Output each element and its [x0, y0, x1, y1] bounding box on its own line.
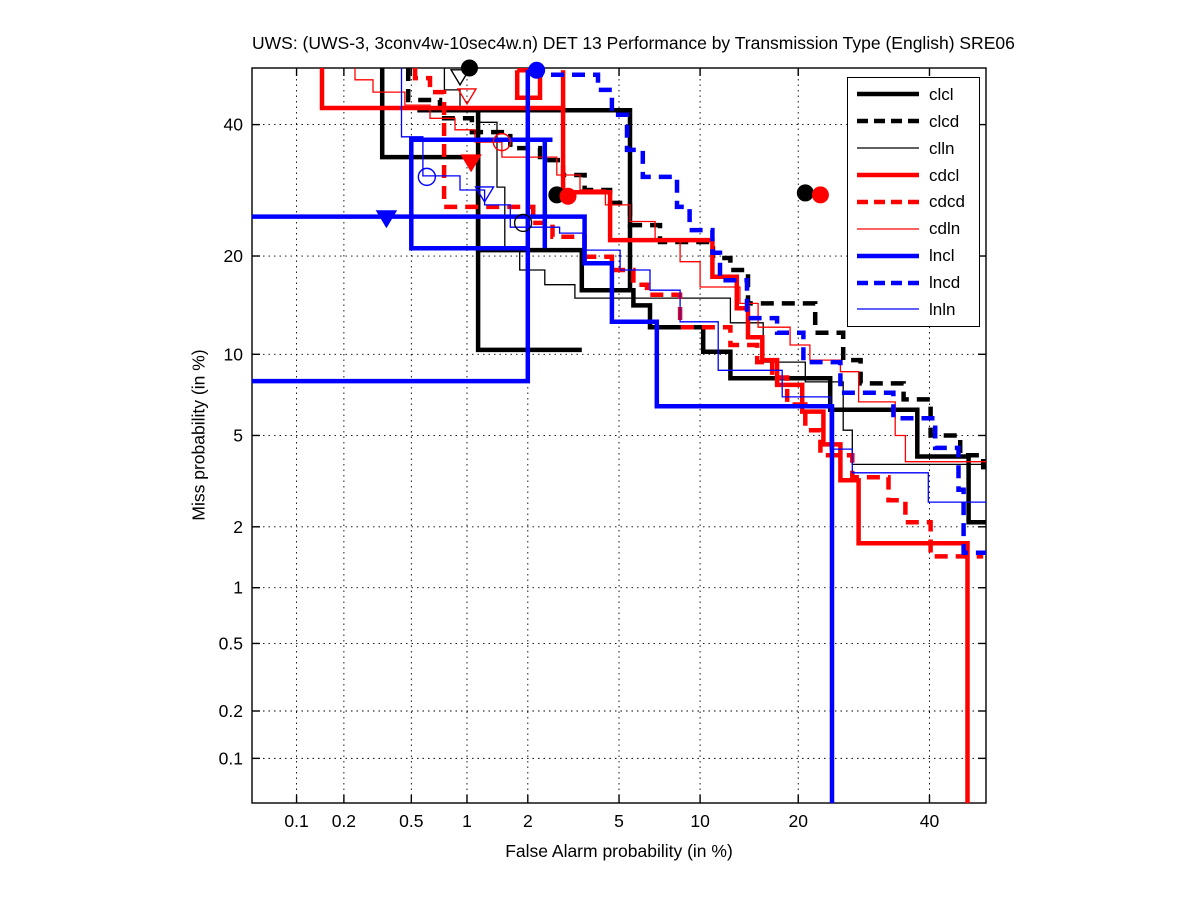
legend-item-clln: clln: [848, 136, 979, 160]
y-tick-label: 0.2: [219, 701, 243, 721]
y-tick-label: 10: [224, 344, 244, 364]
y-tick-label: 20: [224, 246, 244, 266]
legend-line-sample: [857, 92, 919, 97]
legend-line-sample: [857, 199, 919, 205]
legend-item-lnln: lnln: [848, 297, 979, 321]
tick-labels: 0.1 0.2 0.5 1 2 5 10 20 40 0.1 0.2 0.5 1 2 5 10 20 40: [219, 115, 940, 831]
x-tick-label: 0.1: [284, 811, 308, 831]
y-tick-label: 0.5: [219, 633, 243, 653]
lnln-marker-triangle-down: [474, 186, 495, 204]
legend: clcl clcd clln cdcl cdcd cdln lncl lncd lnln: [847, 77, 980, 327]
x-tick-label: 10: [690, 811, 710, 831]
legend-line-sample: [857, 253, 919, 258]
legend-item-label: cdcd: [929, 192, 965, 212]
legend-item-label: clcl: [929, 84, 954, 104]
legend-line-sample: [857, 147, 919, 149]
cdcd-marker-circle: [811, 186, 829, 204]
legend-item-cdcl: cdcl: [848, 163, 979, 187]
legend-item-lncl: lncl: [848, 244, 979, 268]
legend-item-label: clcd: [929, 111, 960, 131]
legend-item-label: lncl: [929, 246, 955, 266]
y-tick-label: 40: [224, 115, 244, 135]
lncd-marker-circle: [528, 61, 546, 79]
x-tick-label: 20: [788, 811, 808, 831]
legend-line-sample: [857, 308, 919, 311]
legend-item-lncd: lncd: [848, 271, 979, 295]
y-tick-label: 2: [233, 517, 243, 537]
x-tick-label: 0.2: [332, 811, 356, 831]
curve-lncl: [251, 69, 835, 804]
curve-cdcd: [412, 68, 984, 559]
legend-line-sample: [857, 228, 919, 230]
legend-item-label: clln: [929, 138, 955, 158]
cdln-marker-triangle-down: [456, 88, 478, 106]
lnln-marker-circle: [417, 167, 437, 187]
clcl-marker-circle: [460, 59, 478, 77]
curve-clln: [443, 68, 986, 466]
x-tick-label: 1: [462, 811, 472, 831]
x-tick-label: 0.5: [399, 811, 423, 831]
legend-item-cdcd: cdcd: [848, 190, 979, 214]
y-tick-label: 1: [233, 578, 243, 598]
axis-ticks: [252, 68, 986, 803]
plot-title: UWS: (UWS-3, 3conv4w-10sec4w.n) DET 13 P…: [252, 33, 1015, 53]
x-tick-label: 40: [920, 811, 940, 831]
legend-line-sample: [857, 119, 919, 124]
legend-line-sample: [857, 280, 919, 285]
legend-item-clcl: clcl: [848, 82, 979, 106]
x-tick-label: 5: [614, 811, 624, 831]
legend-item-label: cdcl: [929, 165, 960, 185]
curve-lnln: [400, 68, 986, 503]
cdln-marker-circle: [492, 132, 512, 152]
y-axis-label: Miss probability (in %): [188, 349, 209, 521]
clln-marker-circle: [513, 213, 533, 233]
legend-item-clcd: clcd: [848, 109, 979, 133]
legend-item-label: lnln: [929, 299, 956, 319]
lncl-marker-triangle-down: [375, 210, 398, 229]
legend-item-label: cdln: [929, 219, 961, 239]
curve-cdln: [354, 68, 986, 463]
clln-marker-triangle-down: [449, 69, 471, 87]
clcd-marker-circle: [796, 184, 814, 202]
legend-item-cdln: cdln: [848, 217, 979, 241]
legend-item-label: lncd: [929, 273, 961, 293]
y-tick-label: 5: [233, 425, 243, 445]
x-tick-label: 2: [523, 811, 533, 831]
curve-lncd: [534, 68, 986, 556]
cdcl-marker-circle: [559, 187, 577, 205]
cdcl-marker-triangle-down: [460, 154, 482, 173]
legend-line-sample: [857, 172, 919, 178]
operating-point-markers: [375, 59, 829, 233]
x-axis-label: False Alarm probability (in %): [505, 841, 733, 861]
y-tick-label: 0.1: [219, 748, 243, 768]
